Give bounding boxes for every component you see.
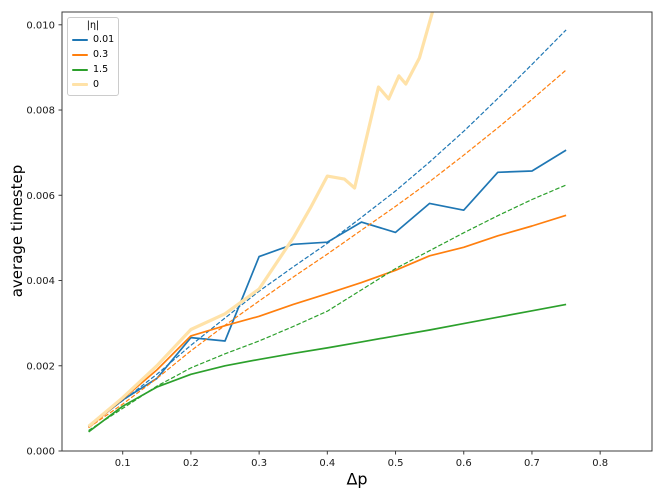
y-axis-label: average timestep — [8, 164, 26, 298]
axes-spines — [61, 11, 653, 452]
legend-item-label: 0.01 — [93, 33, 115, 45]
y-tick-label: 0.010 — [26, 20, 55, 31]
legend-item-label: 1.5 — [93, 63, 109, 75]
x-tick-label: 0.7 — [524, 458, 540, 469]
legend-line-swatch — [72, 38, 88, 41]
legend-item: 0 — [72, 77, 114, 92]
x-tick-label: 0.4 — [319, 458, 335, 469]
legend-line-swatch — [72, 53, 88, 56]
legend-title: |η| — [86, 20, 100, 31]
x-tick-label: 0.5 — [388, 458, 404, 469]
x-tick-label: 0.6 — [456, 458, 472, 469]
series-line-eta-0.3-dashed — [88, 69, 567, 429]
y-tick-label: 0.006 — [26, 191, 55, 202]
legend-line-swatch — [72, 83, 88, 86]
y-tick-label: 0.002 — [26, 361, 55, 372]
series-line-eta-0-solid — [87, 12, 435, 428]
legend-item: 1.5 — [72, 62, 114, 77]
y-tick-label: 0.008 — [26, 106, 55, 117]
y-tick-label: 0.000 — [26, 447, 55, 458]
series-line-eta-0.3-solid — [88, 214, 567, 429]
x-tick-label: 0.3 — [251, 458, 267, 469]
legend: |η| 0.01 0.3 1.5 0 — [67, 17, 119, 96]
x-tick-label: 0.8 — [592, 458, 608, 469]
legend-line-swatch — [72, 68, 88, 71]
legend-item-label: 0.3 — [93, 48, 109, 60]
series-line-eta-1.5-solid — [88, 303, 567, 433]
x-tick-label: 0.1 — [115, 458, 131, 469]
x-tick-label: 0.2 — [183, 458, 199, 469]
legend-item: 0.01 — [72, 32, 114, 47]
series-line-eta-0.01-dashed — [88, 29, 567, 426]
legend-item-label: 0 — [93, 78, 100, 90]
legend-item: 0.3 — [72, 47, 114, 62]
y-tick-label: 0.004 — [26, 276, 55, 287]
x-axis-label: Δp — [346, 469, 368, 489]
series-line-eta-1.5-dashed — [88, 184, 567, 432]
